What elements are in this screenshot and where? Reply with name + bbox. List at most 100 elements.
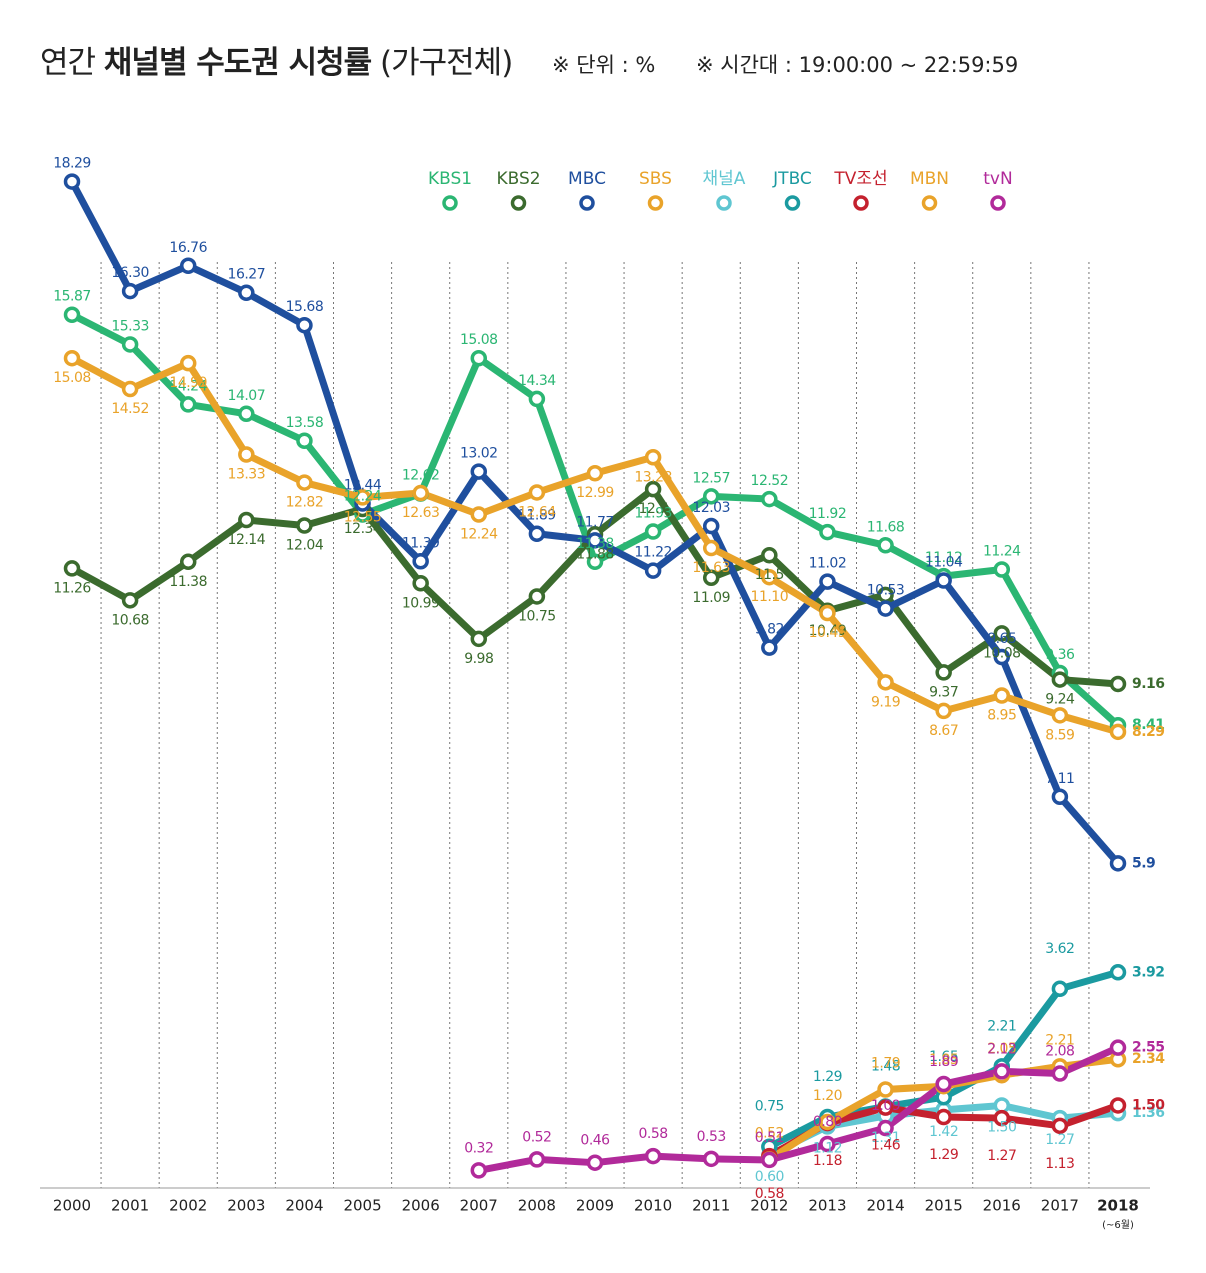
data-label: 12.55	[344, 509, 382, 525]
data-label: 11.38	[576, 536, 614, 552]
data-label: 11.22	[634, 545, 672, 561]
title-part: (가구전체)	[380, 45, 512, 81]
points	[63, 173, 1127, 1179]
data-point	[528, 588, 546, 605]
labels: 15.87 15.33 14.24 14.07 13.58 12.24 12.62 15.08…	[53, 156, 1166, 1203]
data-label: 0.52	[755, 1125, 784, 1141]
data-label: 11.09	[692, 590, 730, 606]
data-label: 1.29	[813, 1069, 842, 1085]
data-label: 11.26	[53, 580, 91, 596]
data-point	[935, 572, 952, 589]
data-point	[819, 1135, 836, 1153]
data-point	[238, 446, 255, 463]
data-label: 10.45	[809, 625, 847, 641]
data-label: 0.51	[755, 1130, 784, 1146]
legend-marker	[784, 195, 801, 211]
data-point	[993, 687, 1011, 704]
data-label: 2.34	[1132, 1051, 1165, 1067]
data-point	[470, 1162, 488, 1179]
data-label: 13.02	[460, 446, 498, 462]
data-label: 0.60	[755, 1169, 784, 1185]
data-point	[935, 664, 952, 681]
data-point	[121, 592, 139, 609]
data-label: 10.08	[983, 645, 1021, 661]
data-point	[993, 1063, 1011, 1080]
data-point	[296, 432, 313, 450]
data-label: 11.04	[925, 555, 963, 571]
data-point	[470, 349, 488, 367]
data-label: 1.85	[929, 1052, 958, 1068]
data-label: 9.37	[929, 684, 958, 700]
data-label: 13.58	[286, 415, 324, 431]
data-point	[296, 474, 313, 491]
x-tick-label: 2010	[634, 1197, 672, 1215]
data-point	[761, 1151, 778, 1169]
data-label: 14.07	[228, 388, 266, 404]
data-label: 12.34	[344, 521, 382, 537]
data-point	[586, 553, 604, 571]
data-label: 11.10	[751, 589, 789, 605]
data-point	[935, 702, 952, 720]
data-label: 10.99	[402, 595, 440, 611]
data-label: 12.24	[460, 526, 498, 542]
data-point	[1051, 1117, 1069, 1135]
data-label: 1.79	[871, 1056, 900, 1072]
data-label: 11.02	[809, 556, 847, 572]
data-label: 10.68	[111, 612, 149, 628]
data-point	[1109, 855, 1127, 872]
data-label: 9.82	[755, 622, 784, 638]
data-point	[1051, 707, 1069, 724]
legend-marker	[510, 195, 527, 211]
data-label: 14.24	[169, 378, 207, 394]
data-point	[644, 562, 662, 579]
x-tick-label: 2011	[692, 1197, 730, 1215]
data-point	[702, 517, 720, 535]
data-point	[993, 625, 1011, 642]
data-label: 8.67	[929, 723, 958, 739]
data-label: 1.09	[871, 1098, 900, 1114]
data-label: 8.95	[987, 708, 1016, 724]
data-point	[819, 604, 836, 622]
data-point	[1109, 675, 1127, 693]
x-tick-label: 2002	[169, 1197, 207, 1215]
data-label: 2.21	[1045, 1032, 1074, 1048]
data-point	[179, 553, 197, 571]
legend-marker	[647, 195, 664, 211]
data-point	[1109, 964, 1127, 981]
data-point	[470, 630, 488, 648]
data-point	[819, 573, 836, 590]
legend-label: MBC	[568, 169, 606, 189]
data-point	[1051, 671, 1069, 688]
data-point	[470, 506, 488, 523]
data-point	[528, 1151, 546, 1168]
data-label: 15.08	[460, 332, 498, 348]
data-label: 16.27	[228, 267, 266, 283]
chart-title: 연간 채널별 수도권 시청률 (가구전체)	[40, 45, 512, 81]
data-label: 12.62	[402, 468, 440, 484]
legend-marker	[853, 195, 869, 211]
data-point	[935, 1108, 952, 1126]
x-tick-label: 2017	[1041, 1197, 1079, 1215]
data-label: 0.75	[755, 1099, 784, 1115]
data-point	[121, 336, 139, 353]
x-tick-label: 2009	[576, 1197, 614, 1215]
data-point	[761, 568, 778, 586]
data-label: 9.24	[1045, 692, 1075, 708]
data-point	[1051, 788, 1069, 806]
data-point	[644, 480, 662, 498]
data-label: 11.12	[925, 550, 963, 566]
legend-marker	[716, 195, 732, 211]
data-point	[877, 1119, 894, 1137]
legend-label: KBS2	[496, 169, 540, 189]
x-tick-label: 2015	[925, 1197, 963, 1215]
data-label: 1.48	[871, 1059, 900, 1075]
data-point	[296, 517, 313, 534]
legend-marker	[921, 195, 938, 211]
data-point	[1051, 1065, 1069, 1082]
data-label: 12.14	[228, 532, 266, 548]
data-label: 16.30	[111, 265, 149, 281]
data-label: 12.04	[286, 537, 324, 553]
data-label: 3.62	[1045, 941, 1074, 957]
data-label: 15.08	[53, 370, 91, 386]
